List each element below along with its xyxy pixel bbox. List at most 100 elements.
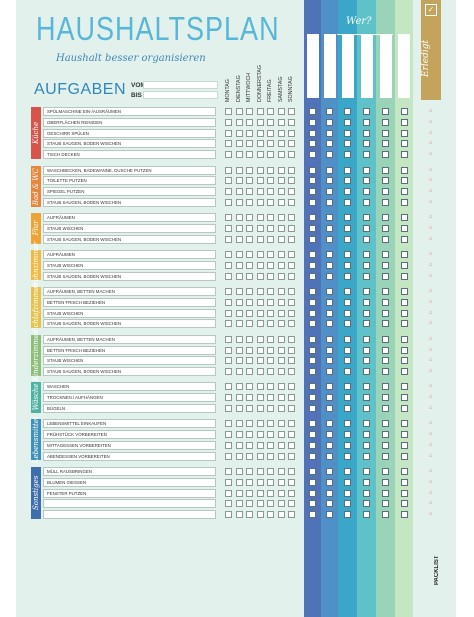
- day-checkbox[interactable]: [225, 251, 232, 259]
- day-checkbox[interactable]: [267, 357, 274, 365]
- wer-checkbox[interactable]: [363, 108, 370, 115]
- day-checkbox[interactable]: [246, 441, 253, 449]
- wer-checkbox[interactable]: [344, 489, 351, 497]
- task-field[interactable]: BETTEN FRISCH BEZIEHEN: [43, 297, 216, 307]
- day-checkbox[interactable]: [267, 368, 274, 376]
- day-checkbox[interactable]: [267, 500, 274, 508]
- day-checkbox[interactable]: [256, 214, 264, 222]
- wer-checkbox[interactable]: [344, 214, 351, 222]
- day-checkbox[interactable]: [256, 420, 264, 428]
- wer-checkbox[interactable]: [382, 272, 389, 280]
- wer-checkbox[interactable]: [382, 108, 389, 115]
- wer-checkbox[interactable]: [363, 261, 370, 269]
- day-checkbox[interactable]: [288, 288, 295, 295]
- wer-checkbox[interactable]: [363, 288, 370, 295]
- day-checkbox[interactable]: [288, 129, 295, 137]
- day-checkbox[interactable]: [235, 468, 243, 475]
- day-checkbox[interactable]: [256, 166, 264, 174]
- wer-checkbox[interactable]: [326, 151, 333, 159]
- day-checkbox[interactable]: [288, 431, 295, 439]
- day-checkbox[interactable]: [288, 468, 295, 475]
- day-checkbox[interactable]: [256, 489, 264, 497]
- wer-name-field-5[interactable]: [379, 34, 392, 98]
- wer-checkbox[interactable]: [382, 166, 389, 174]
- house-icon[interactable]: ⌂: [428, 346, 433, 353]
- day-checkbox[interactable]: [235, 383, 243, 391]
- wer-checkbox[interactable]: [382, 394, 389, 402]
- wer-checkbox[interactable]: [382, 431, 389, 439]
- day-checkbox[interactable]: [246, 405, 253, 412]
- wer-checkbox[interactable]: [400, 272, 408, 280]
- day-checkbox[interactable]: [235, 272, 243, 280]
- day-checkbox[interactable]: [235, 235, 243, 243]
- day-checkbox[interactable]: [277, 441, 285, 449]
- wer-checkbox[interactable]: [309, 108, 316, 115]
- task-field[interactable]: STAUB WISCHEN: [43, 308, 216, 318]
- wer-checkbox[interactable]: [363, 468, 370, 475]
- day-checkbox[interactable]: [256, 357, 264, 365]
- wer-checkbox[interactable]: [326, 225, 333, 232]
- task-field[interactable]: FENSTER PUTZEN: [43, 488, 216, 498]
- wer-checkbox[interactable]: [309, 288, 316, 295]
- day-checkbox[interactable]: [277, 383, 285, 391]
- wer-checkbox[interactable]: [363, 500, 370, 508]
- wer-checkbox[interactable]: [344, 405, 351, 412]
- house-icon[interactable]: ⌂: [428, 235, 433, 242]
- wer-checkbox[interactable]: [400, 357, 408, 365]
- day-checkbox[interactable]: [288, 478, 295, 486]
- day-checkbox[interactable]: [288, 335, 295, 343]
- day-checkbox[interactable]: [256, 452, 264, 460]
- wer-checkbox[interactable]: [326, 118, 333, 126]
- wer-checkbox[interactable]: [309, 177, 316, 185]
- wer-checkbox[interactable]: [400, 166, 408, 174]
- wer-checkbox[interactable]: [382, 261, 389, 269]
- day-checkbox[interactable]: [267, 489, 274, 497]
- day-checkbox[interactable]: [267, 166, 274, 174]
- wer-checkbox[interactable]: [344, 383, 351, 391]
- day-checkbox[interactable]: [267, 298, 274, 306]
- house-icon[interactable]: ⌂: [428, 320, 433, 327]
- day-checkbox[interactable]: [288, 151, 295, 159]
- wer-checkbox[interactable]: [326, 368, 333, 376]
- day-checkbox[interactable]: [246, 235, 253, 243]
- day-checkbox[interactable]: [225, 394, 232, 402]
- day-checkbox[interactable]: [225, 420, 232, 428]
- wer-checkbox[interactable]: [363, 225, 370, 232]
- wer-checkbox[interactable]: [363, 177, 370, 185]
- day-checkbox[interactable]: [256, 478, 264, 486]
- wer-checkbox[interactable]: [363, 251, 370, 259]
- day-checkbox[interactable]: [246, 251, 253, 259]
- day-checkbox[interactable]: [225, 405, 232, 412]
- day-checkbox[interactable]: [277, 118, 285, 126]
- day-checkbox[interactable]: [256, 129, 264, 137]
- day-checkbox[interactable]: [288, 214, 295, 222]
- day-checkbox[interactable]: [277, 405, 285, 412]
- task-field[interactable]: [43, 510, 216, 520]
- wer-checkbox[interactable]: [363, 383, 370, 391]
- wer-checkbox[interactable]: [326, 478, 333, 486]
- day-checkbox[interactable]: [267, 441, 274, 449]
- day-checkbox[interactable]: [235, 251, 243, 259]
- house-icon[interactable]: ⌂: [428, 188, 433, 195]
- day-checkbox[interactable]: [225, 431, 232, 439]
- wer-checkbox[interactable]: [382, 198, 389, 206]
- wer-checkbox[interactable]: [382, 129, 389, 137]
- day-checkbox[interactable]: [246, 225, 253, 232]
- day-checkbox[interactable]: [235, 298, 243, 306]
- wer-checkbox[interactable]: [382, 225, 389, 232]
- day-checkbox[interactable]: [246, 346, 253, 354]
- day-checkbox[interactable]: [277, 177, 285, 185]
- day-checkbox[interactable]: [256, 394, 264, 402]
- wer-checkbox[interactable]: [326, 320, 333, 328]
- wer-checkbox[interactable]: [309, 346, 316, 354]
- wer-checkbox[interactable]: [344, 420, 351, 428]
- day-checkbox[interactable]: [246, 511, 253, 519]
- day-checkbox[interactable]: [277, 452, 285, 460]
- day-checkbox[interactable]: [267, 272, 274, 280]
- wer-checkbox[interactable]: [326, 288, 333, 295]
- wer-checkbox[interactable]: [309, 166, 316, 174]
- wer-checkbox[interactable]: [326, 357, 333, 365]
- house-icon[interactable]: ⌂: [428, 298, 433, 305]
- wer-checkbox[interactable]: [400, 309, 408, 317]
- wer-checkbox[interactable]: [344, 140, 351, 148]
